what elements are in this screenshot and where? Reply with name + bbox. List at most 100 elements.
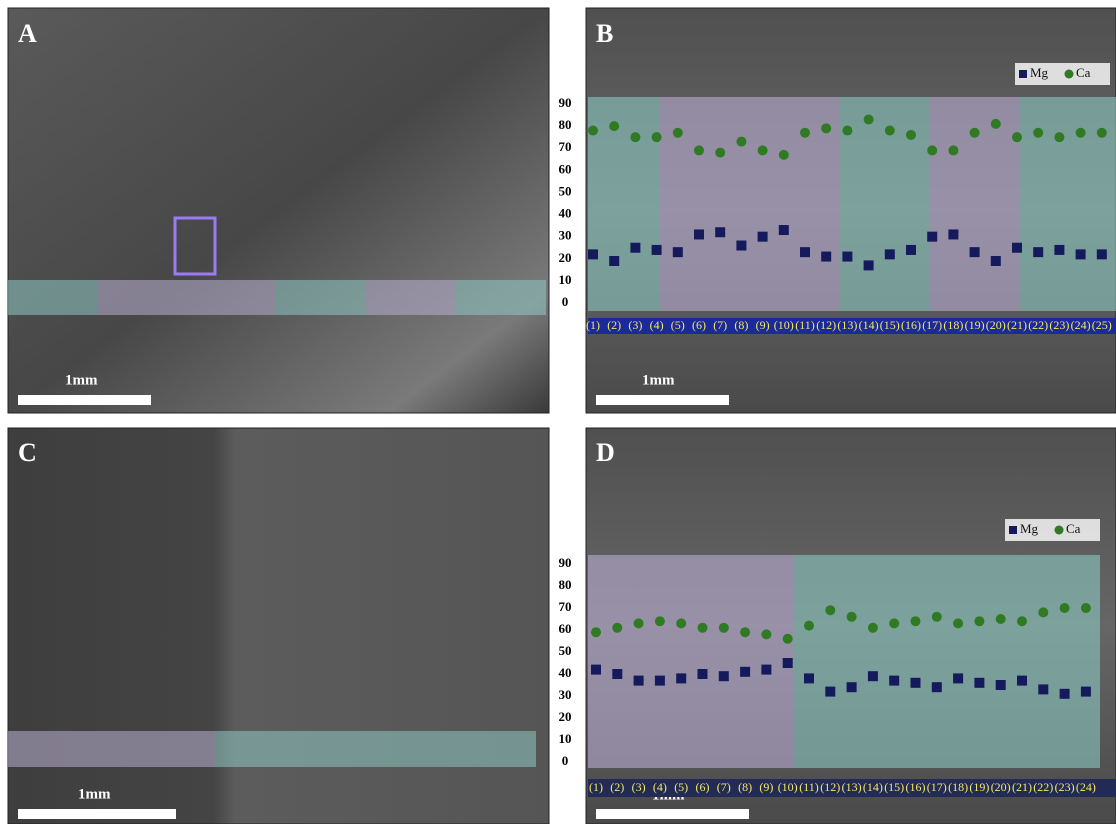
marker	[719, 623, 729, 633]
marker	[953, 673, 963, 683]
x-tick-label: (24)	[1076, 780, 1096, 794]
marker	[1081, 603, 1091, 613]
scale-bar	[596, 395, 729, 405]
marker	[609, 121, 619, 131]
marker	[889, 676, 899, 686]
y-tick-label: 40	[559, 206, 572, 221]
marker	[761, 665, 771, 675]
x-tick-label: (5)	[671, 318, 685, 332]
marker	[996, 614, 1006, 624]
x-tick-label: (15)	[880, 318, 900, 332]
marker	[1076, 249, 1086, 259]
marker	[761, 629, 771, 639]
x-tick-label: (23)	[1049, 318, 1069, 332]
marker	[970, 247, 980, 257]
x-tick-label: (10)	[774, 318, 794, 332]
marker	[948, 229, 958, 239]
x-tick-label: (17)	[927, 780, 947, 794]
legend-label: Mg	[1030, 65, 1049, 80]
marker	[783, 658, 793, 668]
x-tick-label: (16)	[906, 780, 926, 794]
marker	[885, 126, 895, 136]
x-tick-label: (4)	[653, 780, 667, 794]
panel-label: D	[596, 438, 615, 467]
marker	[1038, 684, 1048, 694]
x-tick-label: (4)	[650, 318, 664, 332]
marker	[591, 665, 601, 675]
marker	[991, 119, 1001, 129]
marker	[779, 150, 789, 160]
region-band	[216, 731, 536, 767]
y-tick-label: 40	[559, 665, 572, 680]
region-band	[8, 731, 216, 767]
marker	[864, 114, 874, 124]
x-tick-label: (17)	[922, 318, 942, 332]
marker	[591, 627, 601, 637]
x-tick-label: (13)	[842, 780, 862, 794]
marker	[825, 687, 835, 697]
marker	[991, 256, 1001, 266]
x-tick-label: (15)	[884, 780, 904, 794]
x-tick-label: (21)	[1012, 780, 1032, 794]
marker	[953, 618, 963, 628]
y-tick-label: 30	[559, 687, 572, 702]
marker	[868, 671, 878, 681]
marker	[673, 247, 683, 257]
marker	[673, 128, 683, 138]
marker	[630, 132, 640, 142]
marker	[911, 616, 921, 626]
scale-label: 1mm	[78, 786, 111, 802]
marker	[804, 621, 814, 631]
x-tick-label: (22)	[1028, 318, 1048, 332]
panel-label: A	[18, 19, 37, 48]
region-band	[588, 97, 660, 311]
marker	[1060, 603, 1070, 613]
marker	[906, 130, 916, 140]
region-band	[840, 97, 930, 311]
legend-label: Mg	[1020, 521, 1039, 536]
marker	[800, 247, 810, 257]
marker	[932, 612, 942, 622]
x-tick-label: (14)	[859, 318, 879, 332]
marker	[719, 671, 729, 681]
y-tick-label: 50	[559, 183, 572, 198]
scale-bar	[596, 809, 749, 819]
marker	[758, 145, 768, 155]
marker	[1054, 132, 1064, 142]
marker	[996, 680, 1006, 690]
x-tick-label: (3)	[628, 318, 642, 332]
marker	[652, 245, 662, 255]
marker	[1097, 128, 1107, 138]
x-tick-label: (3)	[632, 780, 646, 794]
region-band	[8, 280, 98, 315]
y-tick-label: 30	[559, 228, 572, 243]
marker	[842, 126, 852, 136]
marker	[821, 123, 831, 133]
y-tick-label: 20	[559, 250, 572, 265]
x-tick-label: (20)	[986, 318, 1006, 332]
marker	[588, 249, 598, 259]
scale-bar	[18, 395, 151, 405]
panel-label: B	[596, 19, 613, 48]
marker	[655, 616, 665, 626]
marker	[652, 132, 662, 142]
marker	[715, 148, 725, 158]
y-tick-label: 0	[562, 753, 569, 768]
x-tick-label: (9)	[756, 318, 770, 332]
region-band	[794, 555, 1100, 768]
x-tick-label: (12)	[820, 780, 840, 794]
marker	[927, 232, 937, 242]
y-tick-label: 0	[562, 294, 569, 309]
marker	[694, 229, 704, 239]
y-tick-label: 10	[559, 272, 572, 287]
marker	[740, 627, 750, 637]
x-tick-label: (2)	[607, 318, 621, 332]
marker	[825, 605, 835, 615]
marker	[1033, 247, 1043, 257]
region-band	[276, 280, 366, 315]
x-tick-label: (2)	[610, 780, 624, 794]
scale-label: 1mm	[642, 372, 675, 388]
marker	[911, 678, 921, 688]
marker	[783, 634, 793, 644]
region-band	[98, 280, 276, 315]
